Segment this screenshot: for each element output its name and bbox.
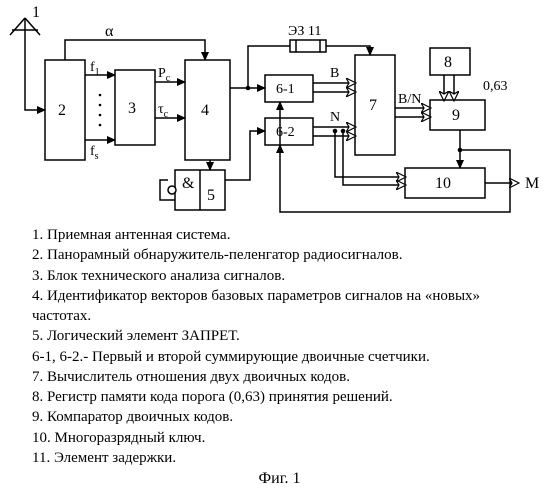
legend-row-3: 3. Блок технического анализа сигналов. bbox=[32, 266, 532, 286]
edge-delay-7 bbox=[326, 46, 370, 55]
legend-row-1: 1. Приемная антенная система. bbox=[32, 225, 532, 245]
legend-row-4: 4. Идентификатор векторов базовых параме… bbox=[32, 286, 532, 327]
edge-1-2 bbox=[25, 78, 45, 110]
node-7-label: 7 bbox=[369, 97, 377, 114]
node-5: & 5 bbox=[168, 170, 225, 210]
dots-1 bbox=[99, 94, 102, 97]
dots-3 bbox=[99, 114, 102, 117]
label-fs: fs bbox=[90, 144, 99, 162]
legend-row-9: 9. Компаратор двоичных кодов. bbox=[32, 407, 532, 427]
edge-2-4-alpha bbox=[65, 40, 205, 60]
label-BN: B/N bbox=[398, 92, 421, 107]
legend-row-8: 8. Регистр памяти кода порога (0,63) при… bbox=[32, 387, 532, 407]
node-6-1-label: 6-1 bbox=[276, 82, 295, 97]
junction-3b bbox=[341, 129, 346, 134]
label-B: B bbox=[330, 66, 339, 81]
legend-row-7: 7. Вычислитель отношения двух двоичных к… bbox=[32, 367, 532, 387]
node-4-label: 4 bbox=[201, 102, 209, 119]
node-8-label: 8 bbox=[444, 54, 452, 71]
figure-caption: Фиг. 1 bbox=[0, 470, 559, 488]
junction-1 bbox=[246, 86, 251, 91]
diagram-svg: 1 2 α 3 f1 fs 4 Pc τc bbox=[0, 0, 559, 225]
node-3-label: 3 bbox=[128, 100, 136, 117]
figure-wrap: 1 2 α 3 f1 fs 4 Pc τc bbox=[0, 0, 559, 500]
legend-row-6: 6-1, 6-2.- Первый и второй суммирующие д… bbox=[32, 347, 532, 367]
dots-2 bbox=[99, 104, 102, 107]
antenna-node-1: 1 bbox=[10, 4, 40, 78]
legend-row-11: 11. Элемент задержки. bbox=[32, 448, 532, 468]
node-5-glyph: & bbox=[182, 175, 195, 192]
node-11-label: ЭЗ 11 bbox=[288, 24, 321, 39]
legend-row-5: 5. Логический элемент ЗАПРЕТ. bbox=[32, 326, 532, 346]
node-1-label: 1 bbox=[32, 4, 40, 21]
node-9-label: 9 bbox=[452, 107, 460, 124]
legend-row-10: 10. Многоразрядный ключ. bbox=[32, 428, 532, 448]
junction-3a bbox=[333, 129, 338, 134]
legend-row-2: 2. Панорамный обнаружитель-пеленгатор ра… bbox=[32, 245, 532, 265]
edge-5-62 bbox=[225, 131, 265, 180]
node-10-label: 10 bbox=[435, 175, 451, 192]
label-N: N bbox=[330, 110, 340, 125]
node-5-label: 5 bbox=[207, 187, 215, 204]
label-alpha: α bbox=[105, 23, 114, 40]
node-11-delay: ЭЗ 11 bbox=[288, 24, 326, 52]
node-6-2-label: 6-2 bbox=[276, 125, 295, 140]
legend: 1. Приемная антенная система. 2. Панорам… bbox=[32, 225, 532, 468]
node-2-label: 2 bbox=[58, 102, 66, 119]
dots-4 bbox=[99, 124, 102, 127]
label-thr: 0,63 bbox=[483, 79, 508, 94]
label-M: M bbox=[525, 175, 539, 192]
